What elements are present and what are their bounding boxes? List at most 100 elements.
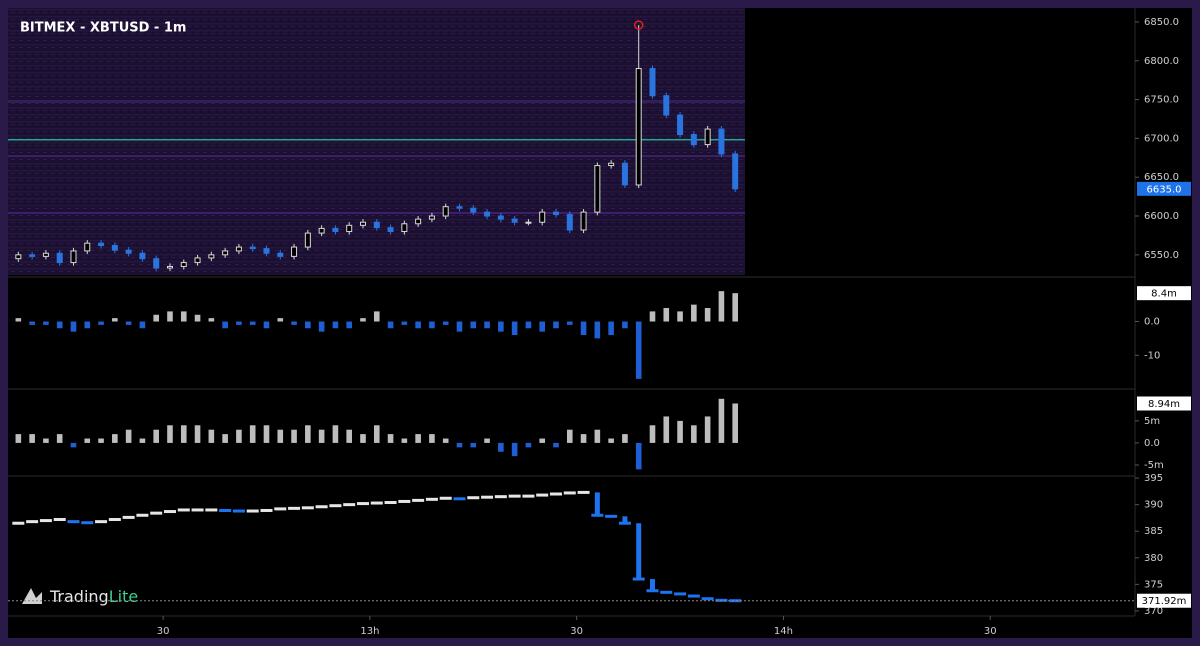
last-value-label: 6635.0	[1147, 184, 1182, 195]
bar	[70, 442, 77, 448]
bar	[112, 434, 118, 443]
step-segment	[95, 520, 108, 524]
bar	[608, 438, 614, 443]
candle-body	[511, 218, 518, 223]
candle-body	[442, 206, 449, 217]
bar	[125, 429, 132, 443]
bar	[84, 438, 91, 443]
bar	[580, 434, 587, 443]
step-segment	[343, 503, 356, 507]
step-segment	[246, 509, 259, 513]
step-drop	[636, 523, 642, 580]
bar	[180, 425, 187, 443]
last-value-badge	[1137, 286, 1191, 301]
step-segment	[191, 508, 204, 512]
bar	[180, 311, 187, 322]
bar	[677, 311, 683, 322]
step-segment	[315, 505, 328, 509]
chart-title: BITMEX - XBTUSD - 1m	[20, 21, 186, 36]
bar	[442, 438, 449, 443]
step-segment	[701, 597, 714, 601]
bar	[346, 429, 353, 443]
bar	[732, 293, 739, 322]
step-segment	[522, 494, 535, 498]
bar	[277, 318, 284, 322]
bar	[566, 321, 573, 325]
candle-body	[539, 211, 546, 223]
bar	[56, 434, 63, 443]
x-tick-label: 30	[570, 626, 583, 637]
bar	[525, 442, 532, 448]
step-segment	[122, 515, 135, 519]
step-segment	[481, 495, 494, 499]
candle-body	[70, 250, 77, 264]
bar	[677, 420, 683, 443]
bar	[15, 318, 22, 322]
bar	[346, 321, 353, 329]
x-tick-label: 30	[984, 626, 997, 637]
bar	[29, 321, 35, 325]
step-segment	[674, 592, 687, 596]
bar	[84, 321, 91, 329]
bar	[70, 321, 77, 332]
candle-body	[470, 207, 477, 213]
bar	[415, 321, 421, 329]
candle-body	[29, 254, 36, 257]
candle-body	[552, 211, 559, 215]
candle-body	[263, 248, 270, 254]
bar	[43, 321, 49, 325]
step-segment	[660, 590, 673, 594]
y-tick-label: -5m	[1144, 460, 1164, 471]
logo-icon	[22, 588, 42, 604]
step-segment	[453, 497, 466, 501]
candle-body	[401, 223, 408, 233]
y-tick-label: 6800.0	[1144, 56, 1179, 67]
candle-body	[42, 252, 49, 257]
heatmap-band	[8, 155, 745, 157]
step-drop	[594, 492, 600, 516]
y-tick-label: 6750.0	[1144, 95, 1179, 106]
bar	[415, 434, 421, 443]
bar	[484, 321, 490, 329]
candle-body	[621, 162, 628, 186]
step-drop	[622, 516, 628, 524]
candle-body	[208, 254, 215, 259]
step-segment	[219, 508, 232, 512]
bar	[456, 442, 463, 448]
step-segment	[232, 509, 245, 513]
y-tick-label: 385	[1144, 526, 1163, 537]
bar	[139, 438, 146, 443]
candle-body	[677, 114, 684, 136]
bar	[718, 398, 725, 443]
y-tick-label: 390	[1144, 500, 1163, 511]
last-value-badge	[1137, 396, 1191, 411]
bar	[318, 321, 325, 332]
step-segment	[618, 521, 631, 525]
bar	[704, 308, 711, 322]
bar	[498, 321, 504, 332]
candle-body	[663, 95, 670, 116]
candle-body	[373, 221, 380, 229]
step-segment	[288, 506, 301, 510]
candle-body	[84, 242, 91, 252]
bar	[360, 318, 366, 322]
step-segment	[687, 594, 700, 598]
bar	[291, 429, 297, 443]
brand-name: TradingLite	[49, 587, 138, 606]
bar	[498, 442, 504, 452]
step-segment	[356, 502, 369, 506]
y-tick-label: 380	[1144, 553, 1163, 564]
last-value-badge	[1137, 181, 1191, 196]
bar	[429, 321, 435, 329]
brand-name-suffix: Lite	[109, 587, 138, 606]
candle-body	[249, 246, 256, 250]
step-segment	[412, 498, 425, 502]
bar	[663, 308, 670, 322]
bar	[139, 321, 146, 329]
candle-body	[194, 257, 201, 264]
bar	[566, 429, 573, 443]
bar	[43, 438, 49, 443]
bar	[98, 321, 104, 325]
bar	[112, 318, 118, 322]
bar	[360, 434, 366, 443]
